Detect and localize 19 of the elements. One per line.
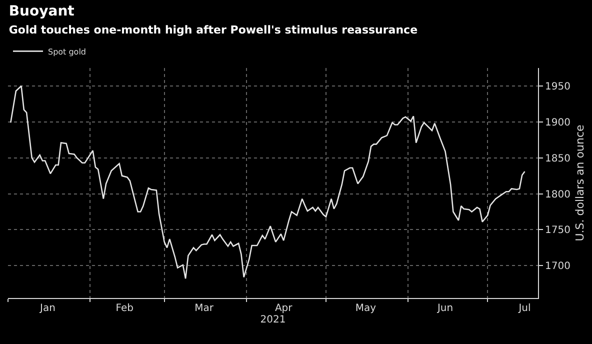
line-series (10, 85, 526, 280)
x-tick-label: Jan (39, 303, 56, 314)
chart-title: Buoyant (8, 3, 75, 20)
x-tick-label: Jul (518, 303, 531, 314)
y-tick-label: 1800 (545, 189, 570, 200)
y-tick-label: 1900 (545, 117, 570, 128)
y-axis-title: U.S. dollars an ounce (574, 124, 587, 242)
y-tick-label: 1750 (545, 225, 570, 236)
y-tick-label: 1700 (545, 261, 570, 272)
x-axis-title: 2021 (260, 314, 286, 326)
y-tick-label: 1950 (545, 81, 570, 92)
y-tick-label: 1850 (545, 153, 570, 164)
x-tick-label: May (355, 303, 376, 314)
x-tick-label: Apr (274, 303, 294, 314)
x-tick-label: Jun (436, 303, 454, 314)
x-tick-label: Feb (116, 303, 134, 314)
chart-subtitle: Gold touches one-month high after Powell's stimulus reassurance (8, 24, 418, 37)
legend-label: Spot gold (48, 47, 86, 56)
x-tick-label: Mar (194, 303, 214, 314)
